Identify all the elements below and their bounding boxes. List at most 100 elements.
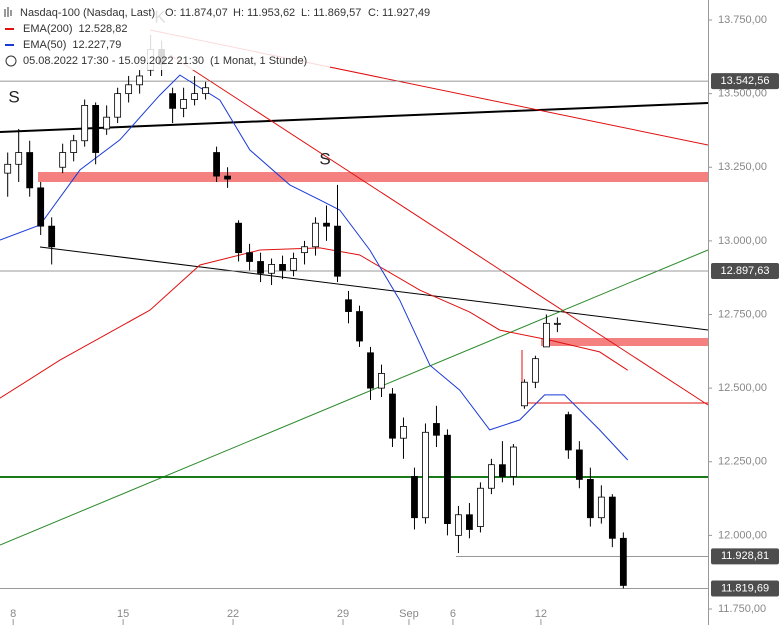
legend-label: EMA(200)	[23, 23, 73, 35]
level-label: 11.819,69	[721, 582, 769, 594]
quote-close: C: 11.927,49	[368, 7, 430, 19]
candle-body	[608, 496, 616, 539]
level-box	[711, 263, 779, 280]
title: Nasdaq-100 (Nasdaq, Last)	[20, 7, 155, 19]
candle-body	[70, 140, 78, 153]
candle-body	[26, 152, 34, 189]
legend-value: 12.227,79	[72, 39, 121, 51]
candle-body	[389, 393, 396, 439]
candle-body	[103, 116, 111, 130]
y-tick-label: 13.750,00	[718, 14, 767, 26]
header-bg	[0, 0, 330, 70]
candle-body	[564, 414, 572, 451]
candle-body	[575, 449, 583, 480]
y-tick-label: 13.500,00	[718, 88, 767, 100]
x-tick-label: Sep	[399, 608, 419, 620]
trend-line	[0, 102, 709, 133]
candle-body	[268, 264, 275, 274]
candle-body	[59, 152, 67, 168]
candle-body	[477, 487, 484, 527]
candle-body	[510, 446, 517, 477]
trend-line	[169, 54, 709, 406]
y-tick-label: 13.250,00	[718, 161, 767, 173]
candle-body	[488, 464, 495, 489]
candle-body	[531, 358, 539, 383]
candle-body	[224, 175, 231, 180]
candle-body	[356, 311, 363, 342]
candle-body	[619, 537, 627, 586]
y-tick-label: 12.750,00	[718, 308, 767, 320]
level-label: 13.542,56	[721, 75, 770, 87]
resistance-band	[541, 338, 708, 346]
level-box	[711, 580, 779, 597]
resistance-band	[38, 172, 708, 182]
header: Nasdaq-100 (Nasdaq, Last) O: 11.874,07 H…	[0, 0, 430, 70]
candle-body	[455, 514, 462, 536]
candle-body	[92, 105, 100, 153]
x-tick-label: 22	[227, 608, 239, 620]
candle-body	[400, 426, 407, 439]
candle-body	[444, 434, 451, 524]
candle-body	[367, 352, 374, 389]
candle-body	[235, 222, 242, 254]
candle-body	[191, 93, 198, 100]
x-tick-label: 12	[535, 608, 547, 620]
candle-body	[345, 299, 352, 312]
candle-body	[334, 225, 341, 277]
candle-body	[553, 322, 561, 325]
level-box	[711, 548, 779, 565]
candle-body	[433, 423, 440, 436]
trend-line	[0, 249, 709, 546]
x-tick-label: 29	[337, 608, 349, 620]
candle-body	[290, 258, 297, 271]
period: 05.08.2022 17:30 - 15.09.2022 21:30	[23, 55, 204, 67]
candle-body	[323, 222, 330, 227]
candle-body	[48, 225, 56, 248]
candle-body	[521, 381, 528, 407]
candle-body	[411, 476, 418, 519]
annotation: S	[8, 87, 19, 106]
candle-body	[15, 152, 23, 165]
drawings	[0, 29, 709, 546]
clock-icon	[5, 55, 17, 67]
candle-body	[312, 222, 319, 248]
candle-body	[169, 93, 177, 109]
candle-body	[499, 464, 506, 477]
candle-body	[542, 322, 550, 348]
candle-body	[466, 514, 473, 530]
y-tick-label: 12.500,00	[718, 382, 767, 394]
plot: 11.750,00 12.000,00 12.250,00 12.500,00 12.7…	[0, 7, 779, 625]
candle-body	[246, 252, 253, 262]
candle-body	[81, 105, 89, 142]
level-label: 12.897,63	[721, 265, 770, 277]
y-tick-label: 12.250,00	[718, 456, 767, 468]
y-tick-label: 13.000,00	[718, 235, 767, 247]
interval: (1 Monat, 1 Stunde)	[210, 55, 307, 67]
candle-body	[279, 264, 286, 271]
candle-body	[597, 496, 605, 519]
legend-value: 12.528,82	[79, 23, 128, 35]
candle-body	[4, 163, 12, 174]
trend-line	[39, 246, 709, 331]
y-tick-label: 12.000,00	[718, 529, 767, 541]
ema-line	[0, 74, 629, 461]
instrument-icon	[4, 7, 12, 17]
x-tick-label: 8	[10, 608, 16, 620]
level-label: 11.928,81	[721, 550, 769, 562]
quote-low: L: 11.869,57	[301, 7, 361, 19]
candle-body	[422, 431, 429, 519]
candle-body	[213, 152, 220, 177]
candle-body	[125, 84, 133, 95]
candle-body	[180, 99, 187, 109]
candle-body	[114, 93, 122, 118]
candle-body	[202, 87, 209, 95]
quote-high: H: 11.953,62	[233, 7, 295, 19]
candle-body	[257, 261, 264, 274]
candle-body	[378, 372, 385, 389]
candle-body	[37, 187, 45, 227]
annotation: S	[319, 149, 330, 168]
x-tick-label: 6	[450, 608, 456, 620]
level-box	[711, 73, 779, 90]
legend-label: EMA(50)	[23, 39, 66, 51]
